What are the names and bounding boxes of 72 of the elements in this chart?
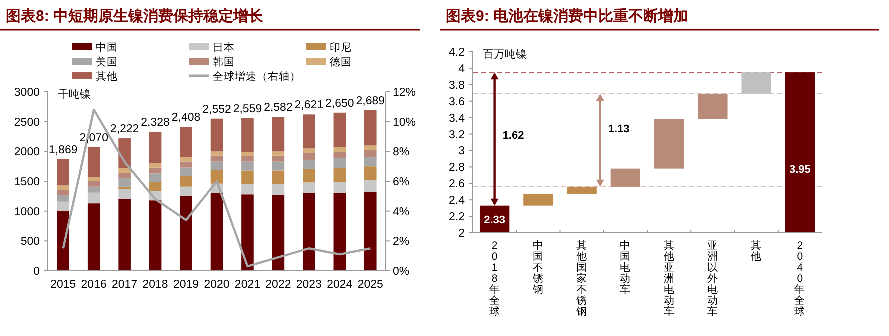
total-label: 2,222 bbox=[110, 124, 140, 136]
total-label: 2,328 bbox=[141, 116, 170, 129]
y-tick-label: 3.4 bbox=[449, 112, 466, 125]
legend-label: 日本 bbox=[213, 41, 235, 54]
y2-tick-label: 6% bbox=[393, 176, 410, 188]
x-tick-label: 2020 bbox=[204, 279, 230, 291]
chart-title: 图表9: 电池在镍消费中比重不断增加 bbox=[446, 8, 689, 25]
data-label: 2.33 bbox=[484, 214, 506, 226]
y-tick-label: 2.2 bbox=[449, 212, 465, 224]
x-tick-label: 2024 bbox=[327, 279, 354, 291]
y-tick-label: 3.8 bbox=[449, 80, 465, 92]
y2-tick-label: 10% bbox=[393, 116, 416, 129]
y-tick-label: 3 bbox=[458, 146, 465, 158]
y-tick-label: 4 bbox=[458, 63, 466, 76]
x-tick-label: 2019 bbox=[173, 279, 200, 291]
y-tick-label: 2000 bbox=[14, 146, 40, 159]
y-tick-label: 2.6 bbox=[449, 178, 465, 191]
total-label: 1,869 bbox=[48, 144, 78, 156]
legend-label: 中国 bbox=[96, 41, 118, 54]
total-label: 2,582 bbox=[264, 102, 293, 114]
data-label: 3.95 bbox=[789, 164, 811, 176]
y2-tick-label: 4% bbox=[393, 206, 410, 218]
x-tick-label: 2021 bbox=[234, 279, 261, 291]
x-tick-label: 2018 bbox=[142, 279, 168, 291]
total-label: 2,621 bbox=[294, 100, 324, 112]
total-label: 2,650 bbox=[326, 98, 354, 110]
annotation: 1.13 bbox=[608, 123, 630, 136]
y2-tick-label: 2% bbox=[393, 236, 410, 248]
legend-label: 韩国 bbox=[213, 56, 235, 68]
y-tick-label: 2.4 bbox=[449, 195, 466, 208]
total-label: 2,408 bbox=[172, 112, 201, 124]
x-tick-label: 2040年全球 bbox=[794, 240, 806, 318]
x-tick-label: 其他 bbox=[751, 239, 762, 263]
y-tick-label: 2500 bbox=[14, 116, 40, 129]
y-axis-title: 千吨镍 bbox=[58, 88, 91, 101]
x-tick-label: 亚洲以外电动车 bbox=[707, 240, 718, 318]
x-tick-label: 其他国家不锈钢 bbox=[576, 239, 588, 318]
x-tick-label: 2025 bbox=[358, 279, 384, 291]
y-tick-label: 2 bbox=[458, 228, 465, 240]
legend-label: 全球增速（右轴） bbox=[213, 70, 301, 83]
y-tick-label: 1000 bbox=[14, 206, 40, 218]
x-tick-label: 2015 bbox=[50, 279, 76, 291]
legend-label: 美国 bbox=[96, 56, 118, 68]
y-tick-label: 1500 bbox=[14, 176, 40, 188]
x-tick-label: 2018年全球 bbox=[489, 240, 500, 318]
legend-label: 其他 bbox=[96, 70, 118, 83]
y-tick-label: 4.2 bbox=[449, 47, 465, 59]
y2-tick-label: 0% bbox=[393, 266, 410, 278]
legend-label: 德国 bbox=[330, 56, 352, 68]
y2-tick-label: 8% bbox=[393, 146, 410, 159]
x-tick-label: 2022 bbox=[266, 279, 292, 291]
y-axis-title: 百万吨镍 bbox=[483, 48, 527, 61]
x-tick-label: 中国不锈钢 bbox=[532, 239, 544, 296]
x-tick-label: 2017 bbox=[112, 279, 138, 291]
x-tick-label: 2023 bbox=[296, 279, 322, 291]
x-tick-label: 2016 bbox=[81, 279, 107, 291]
legend-label: 印尼 bbox=[330, 41, 352, 54]
y-tick-label: 3.6 bbox=[449, 96, 465, 108]
total-label: 2,689 bbox=[356, 95, 386, 108]
y-tick-label: 3.2 bbox=[449, 129, 465, 142]
x-tick-label: 其他亚洲电动车 bbox=[664, 239, 675, 318]
y-tick-label: 0 bbox=[34, 266, 40, 278]
y-tick-label: 3000 bbox=[14, 87, 40, 99]
annotation: 1.62 bbox=[502, 130, 524, 142]
total-label: 2,559 bbox=[233, 103, 262, 116]
y2-tick-label: 12% bbox=[393, 87, 416, 99]
y-tick-label: 500 bbox=[20, 236, 40, 248]
chart-title: 图表8: 中短期原生镍消费保持稳定增长 bbox=[6, 7, 265, 25]
total-label: 2,070 bbox=[80, 132, 108, 144]
x-tick-label: 中国电动车 bbox=[620, 239, 632, 296]
total-label: 2,552 bbox=[202, 104, 232, 116]
y-tick-label: 2.8 bbox=[449, 162, 465, 174]
